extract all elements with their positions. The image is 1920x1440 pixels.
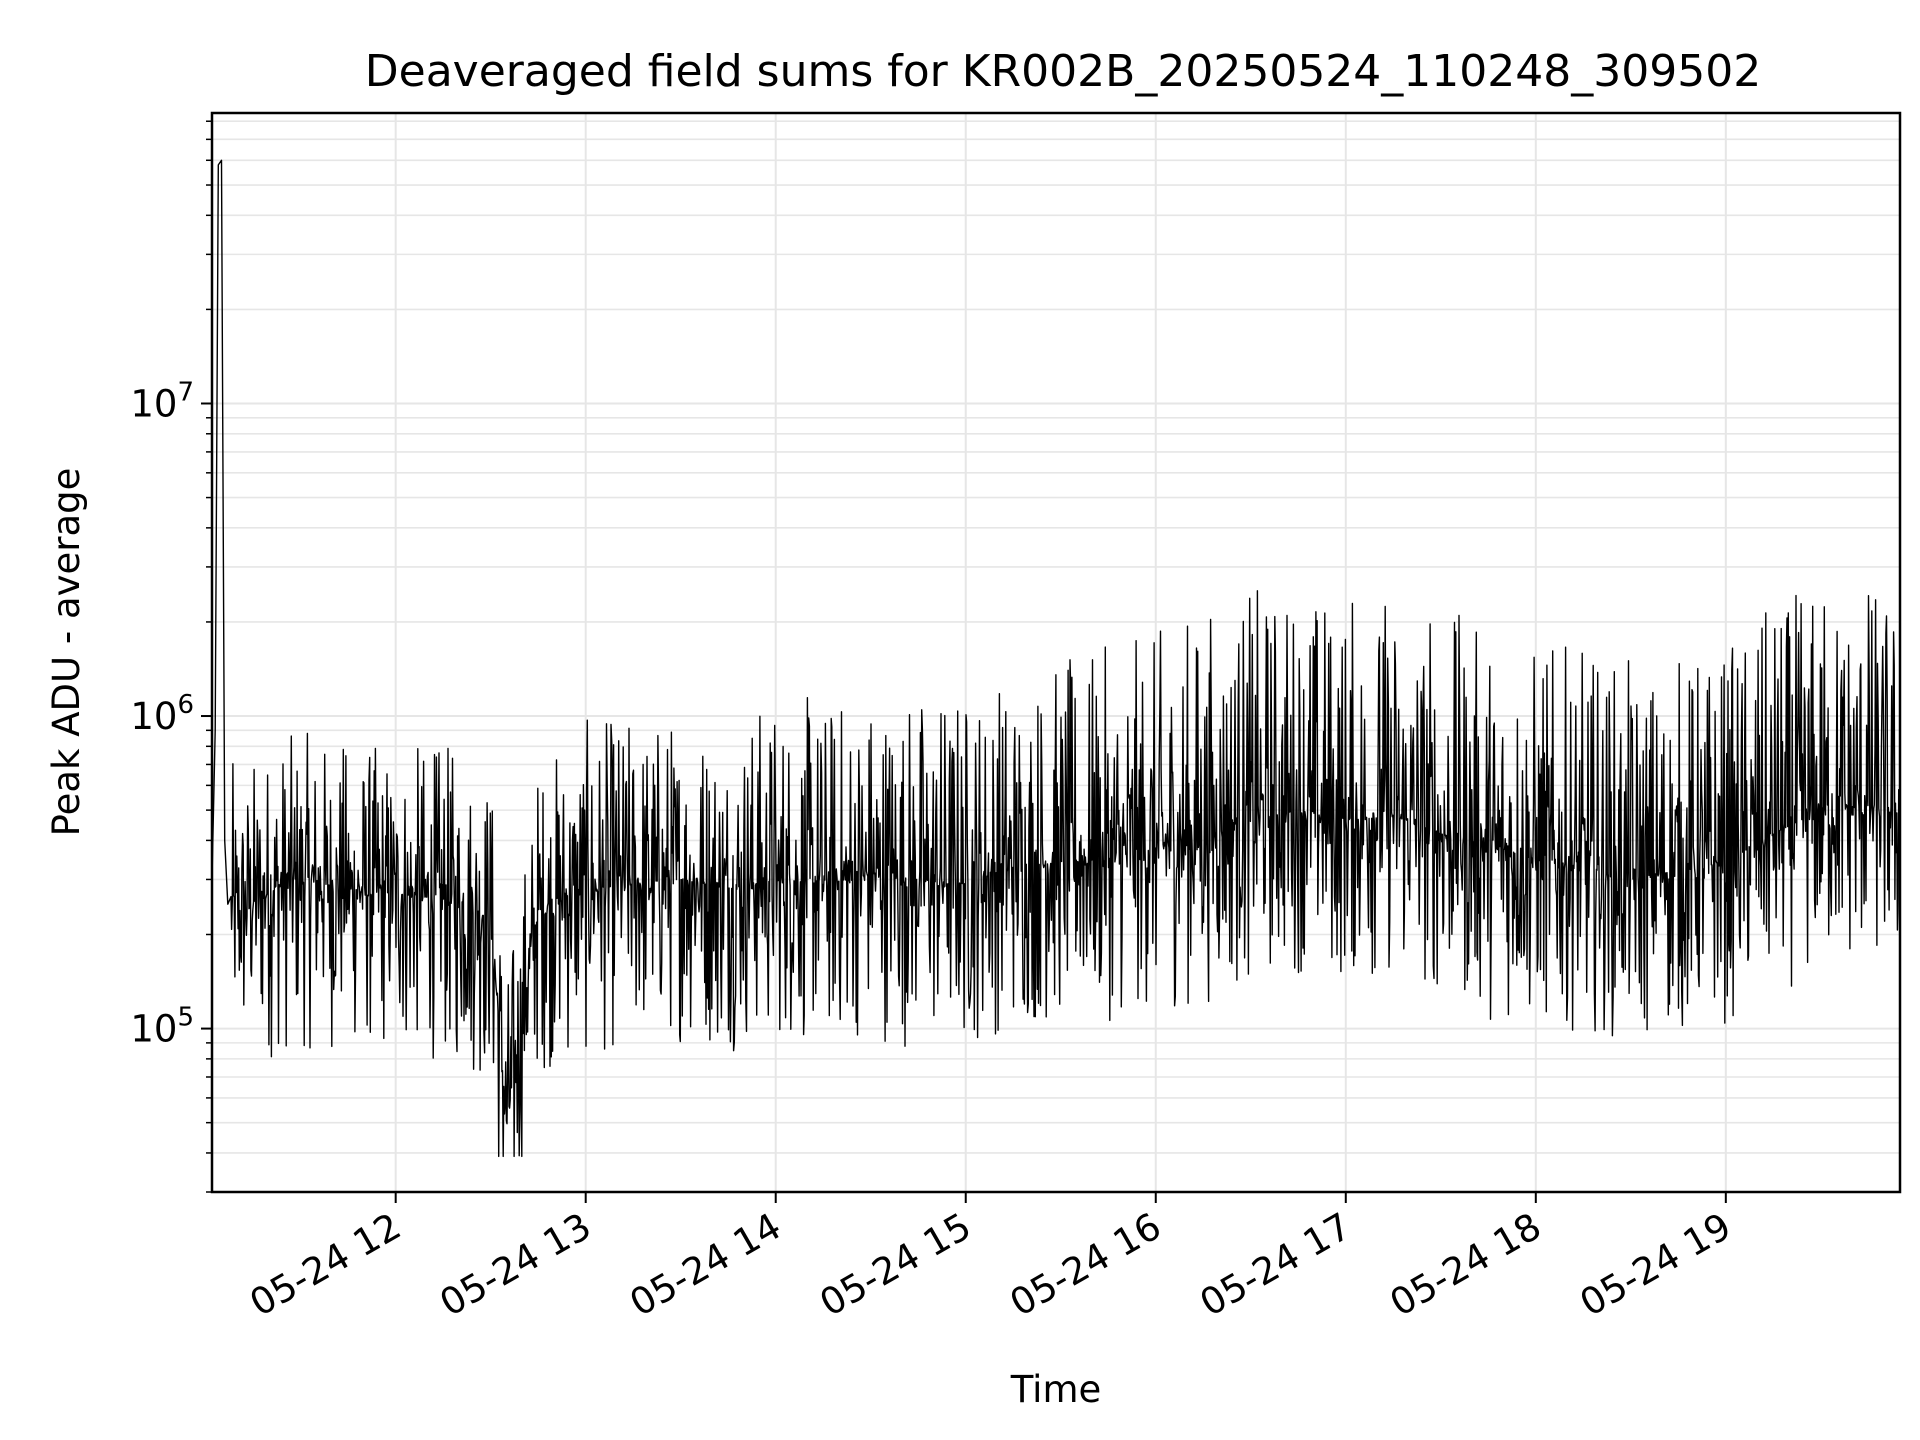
chart-title: Deaveraged field sums for KR002B_2025052… [365, 46, 1761, 97]
y-axis: 105 106 107 [130, 120, 212, 1193]
y-tick-label: 106 [130, 690, 194, 738]
y-tick-label: 105 [130, 1003, 194, 1051]
series-group [211, 159, 1901, 1158]
y-tick-label: 107 [130, 377, 194, 425]
x-axis-label: Time [1010, 1368, 1102, 1411]
plot-frame [210, 111, 1902, 1194]
series-line [211, 159, 1901, 1158]
y-axis-label: Peak ADU - average [45, 468, 88, 837]
